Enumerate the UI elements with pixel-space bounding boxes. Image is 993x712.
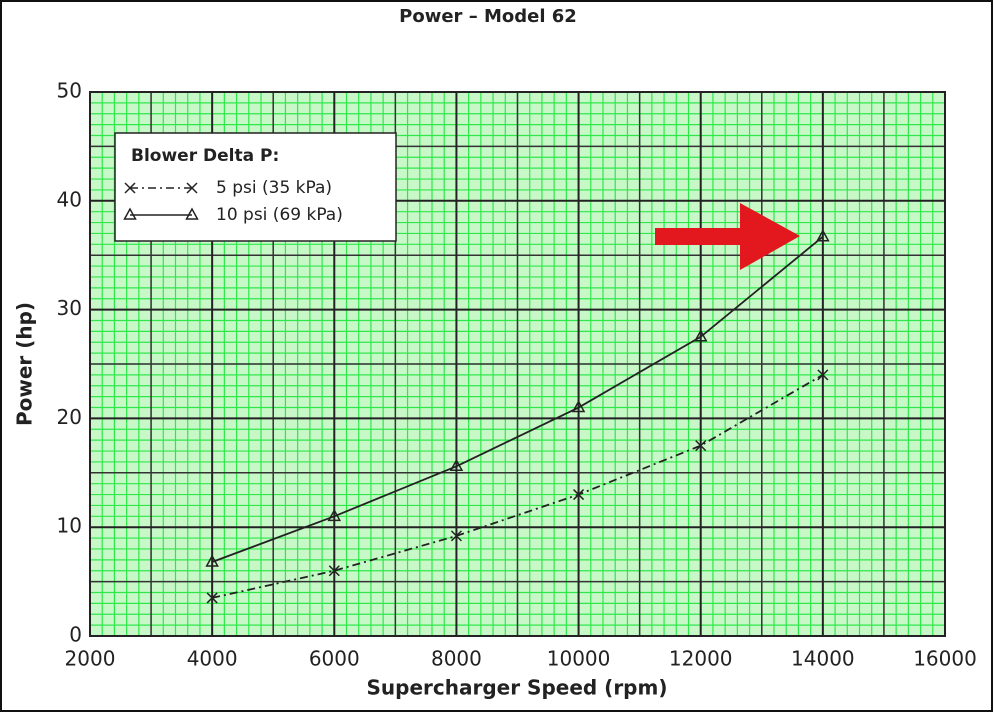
- chart-title: Power – Model 62: [399, 6, 577, 27]
- x-tick-label: 14000: [791, 647, 855, 671]
- point: [327, 508, 342, 522]
- point: [449, 458, 464, 472]
- legend-label: 5 psi (35 kPa): [216, 178, 332, 198]
- legend-marker: [185, 207, 199, 220]
- annotation-arrow: [655, 203, 800, 270]
- legend-marker: [186, 182, 198, 194]
- legend-marker: [124, 182, 136, 194]
- y-tick-label: 30: [57, 296, 82, 320]
- point: [571, 399, 586, 413]
- point: [817, 369, 829, 381]
- x-tick-label: 4000: [187, 647, 238, 671]
- point: [693, 329, 708, 342]
- x-tick-label: 10000: [547, 647, 611, 671]
- x-tick-label: 12000: [669, 647, 733, 671]
- plot-border: [89, 91, 946, 637]
- point: [450, 530, 462, 542]
- x-tick-label: 8000: [431, 647, 482, 671]
- point: [205, 554, 219, 567]
- series-line: [211, 236, 824, 563]
- x-axis-label: Supercharger Speed (rpm): [367, 676, 668, 700]
- x-tick-label: 6000: [309, 647, 360, 671]
- y-tick-label: 0: [69, 623, 82, 647]
- y-axis-label: Power (hp): [13, 302, 37, 426]
- x-tick-label: 16000: [913, 647, 977, 671]
- y-tick-label: 20: [57, 405, 82, 429]
- legend-label: 10 psi (69 kPa): [216, 205, 343, 225]
- point: [573, 489, 585, 501]
- legend: Blower Delta P: 5 psi (35 kPa) 10 psi (69…: [114, 132, 397, 242]
- legend-box: [114, 132, 397, 242]
- point: [695, 440, 707, 452]
- y-tick-label: 50: [57, 79, 82, 103]
- point: [328, 565, 340, 577]
- point: [206, 592, 218, 604]
- legend-marker: [123, 207, 137, 220]
- legend-title: Blower Delta P:: [131, 146, 279, 166]
- x-tick-label: 2000: [65, 647, 116, 671]
- point: [816, 229, 830, 242]
- y-tick-label: 10: [57, 514, 82, 538]
- y-tick-label: 40: [57, 187, 82, 211]
